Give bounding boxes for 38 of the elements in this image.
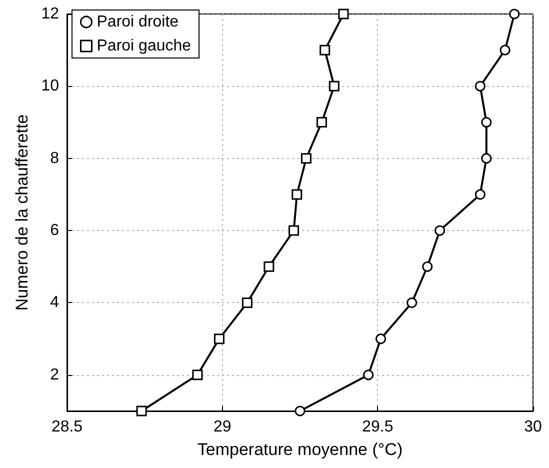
point xyxy=(294,406,306,416)
point xyxy=(300,153,312,164)
y-tick-label: 10 xyxy=(41,78,60,95)
point xyxy=(376,334,386,344)
legend-label: Paroi droite xyxy=(96,14,179,30)
point xyxy=(474,80,486,92)
y-tick-label: 2 xyxy=(50,366,60,384)
point xyxy=(406,297,418,308)
x-axis-title: Temperature moyenne (°C) xyxy=(197,440,403,459)
y-tick-label: 4 xyxy=(50,294,60,312)
x-tick-label: 28.5 xyxy=(51,418,83,436)
point xyxy=(363,370,374,380)
legend-label: Paroi gauche xyxy=(96,38,192,54)
x-tick-label: 30 xyxy=(524,418,542,436)
point xyxy=(292,189,302,200)
x-tick-label: 29.5 xyxy=(362,418,394,436)
y-axis-title: Numero de la chaufferette xyxy=(12,114,32,311)
point xyxy=(242,297,252,308)
x-tick-label: 29 xyxy=(213,418,232,436)
point xyxy=(434,225,446,236)
point xyxy=(288,225,300,236)
y-tick-label: 6 xyxy=(50,222,60,240)
point xyxy=(214,334,224,344)
point xyxy=(320,44,330,56)
point xyxy=(500,44,510,56)
point xyxy=(264,261,274,272)
y-tick-label: 12 xyxy=(41,6,60,22)
point xyxy=(316,117,327,128)
point xyxy=(481,153,492,164)
point xyxy=(328,80,340,92)
y-tick-label: 8 xyxy=(50,150,60,167)
point xyxy=(474,189,486,200)
point xyxy=(422,261,433,272)
point xyxy=(136,406,147,416)
point xyxy=(192,370,203,380)
point xyxy=(338,8,349,20)
point xyxy=(481,117,492,128)
point xyxy=(509,8,520,20)
